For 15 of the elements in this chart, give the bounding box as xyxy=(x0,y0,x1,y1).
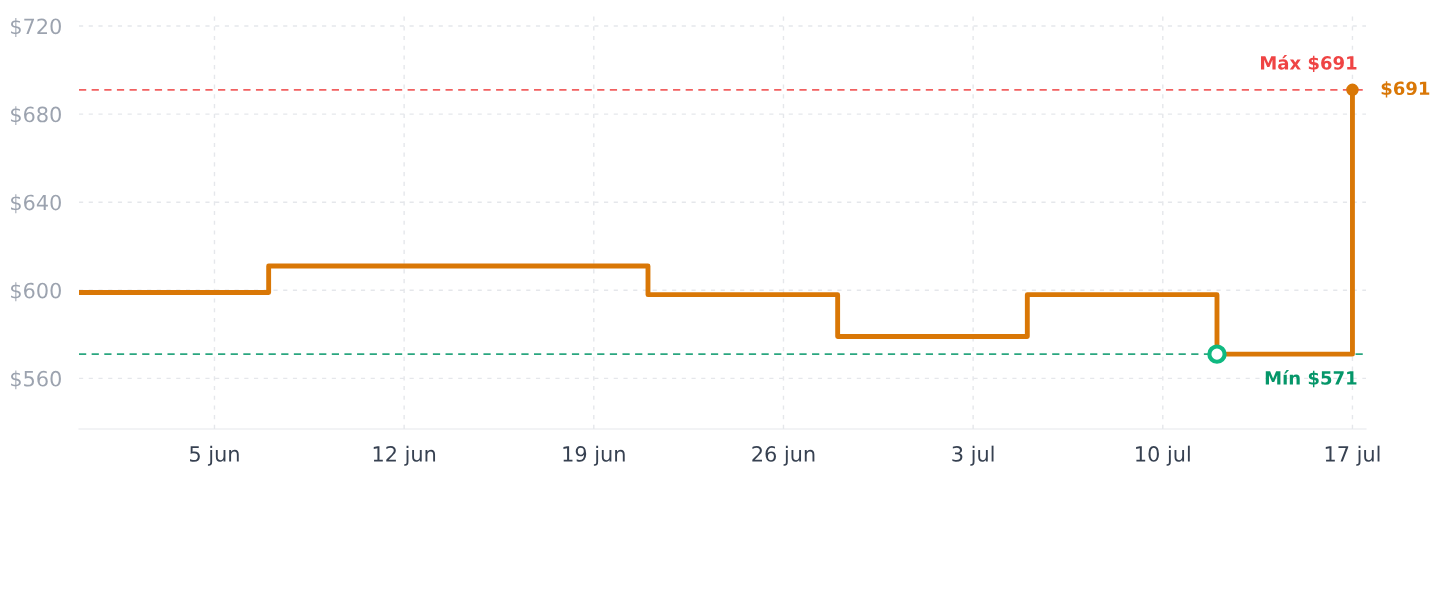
x-tick-label: 5 jun xyxy=(190,445,239,466)
annotation: $691 xyxy=(1381,81,1430,98)
y-tick-label: $640 xyxy=(11,194,61,214)
x-tick-label: 26 jun xyxy=(752,445,815,466)
y-tick-label: $600 xyxy=(11,282,61,302)
y-tick-label: $680 xyxy=(11,106,61,126)
x-tick-label: 3 jul xyxy=(952,445,994,466)
x-tick-label: 17 jul xyxy=(1325,445,1380,466)
y-tick-label: $560 xyxy=(11,370,61,390)
x-tick-label: 19 jun xyxy=(563,445,625,466)
ref-line-label: Mín $571 xyxy=(1265,370,1357,388)
ref-line-label: Máx $691 xyxy=(1260,55,1357,73)
x-tick-label: 10 jul xyxy=(1136,445,1190,466)
x-tick-label: 12 jun xyxy=(373,445,436,466)
y-tick-label: $720 xyxy=(11,18,61,37)
